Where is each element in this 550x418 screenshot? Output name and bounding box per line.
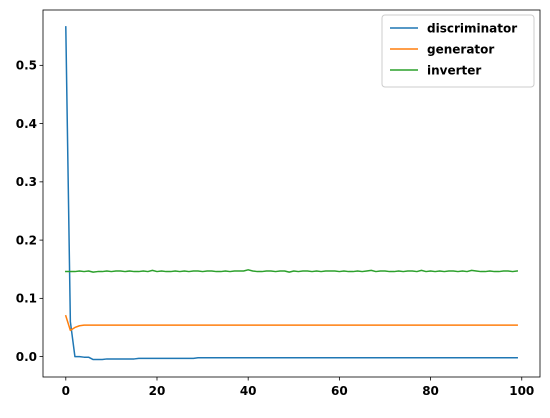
x-tick-label: 60 [331, 384, 348, 398]
y-tick-label: 0.3 [16, 175, 37, 189]
legend: discriminator generator inverter [382, 15, 534, 87]
x-tick-label: 80 [422, 384, 439, 398]
x-tick-label: 100 [509, 384, 534, 398]
legend-label-discriminator: discriminator [427, 21, 517, 35]
x-tick-label: 0 [62, 384, 70, 398]
x-tick-label: 40 [240, 384, 257, 398]
y-tick-label: 0.5 [16, 59, 37, 73]
series-line-generator [66, 316, 517, 331]
x-tick-label: 20 [149, 384, 166, 398]
x-axis: 0 20 40 60 80 100 [62, 377, 535, 398]
legend-label-generator: generator [427, 42, 494, 56]
series-line-inverter [66, 270, 517, 272]
y-axis: 0.0 0.1 0.2 0.3 0.4 0.5 [16, 59, 43, 364]
y-tick-label: 0.2 [16, 233, 37, 247]
y-tick-label: 0.0 [16, 350, 37, 364]
legend-label-inverter: inverter [427, 63, 481, 77]
y-tick-label: 0.4 [16, 117, 37, 131]
y-tick-label: 0.1 [16, 292, 37, 306]
